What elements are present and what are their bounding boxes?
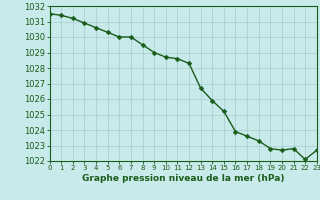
X-axis label: Graphe pression niveau de la mer (hPa): Graphe pression niveau de la mer (hPa): [82, 174, 284, 183]
